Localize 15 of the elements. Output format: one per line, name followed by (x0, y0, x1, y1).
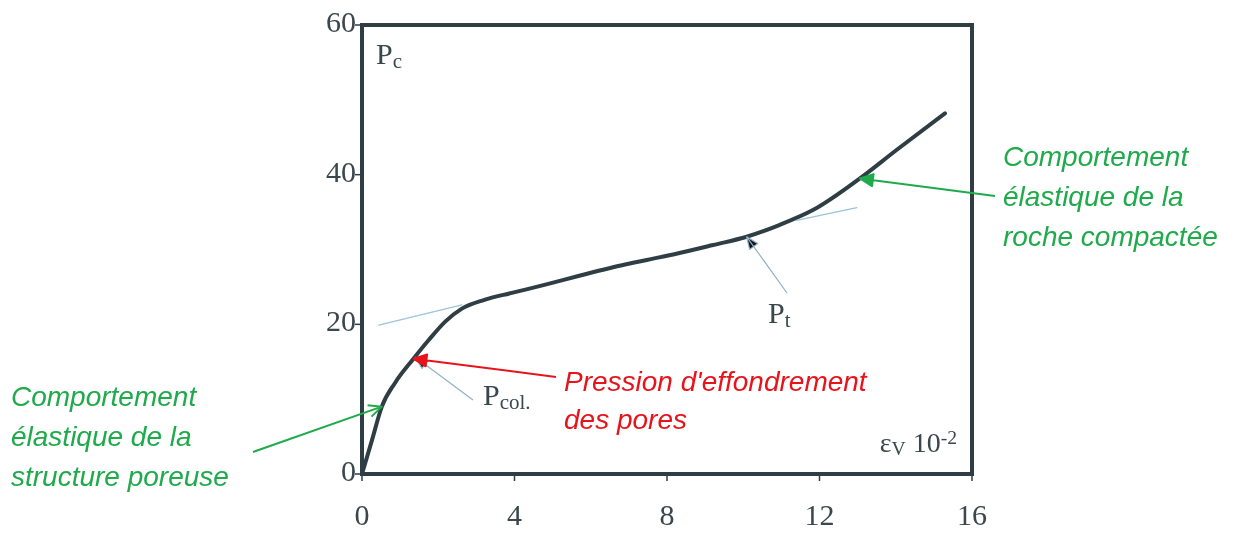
y-axis-title: P$_{c}$ (376, 37, 403, 73)
y-tick-label: 60 (326, 4, 356, 38)
y-tick-label: 20 (326, 304, 356, 338)
x-tick-label: 4 (507, 497, 522, 531)
x-tick-label: 16 (957, 497, 987, 531)
x-tick-label: 12 (804, 497, 835, 531)
y-tick-label: 0 (341, 453, 356, 487)
annotation: P$_{col.}$ (483, 378, 531, 414)
annotation: P$_{t}$ (768, 296, 791, 332)
x-tick-label: 8 (659, 497, 675, 531)
annotation: Pression d'effondrement des pores (564, 366, 868, 435)
y-tick-label: 40 (326, 154, 356, 188)
annotation: Comportement élastique de la roche compactée (1003, 141, 1218, 252)
annotation: Comportement élastique de la structure poreuse (11, 381, 229, 492)
x-axis-title: ε$_{V}$ 10$^{-2}$ (879, 426, 957, 460)
